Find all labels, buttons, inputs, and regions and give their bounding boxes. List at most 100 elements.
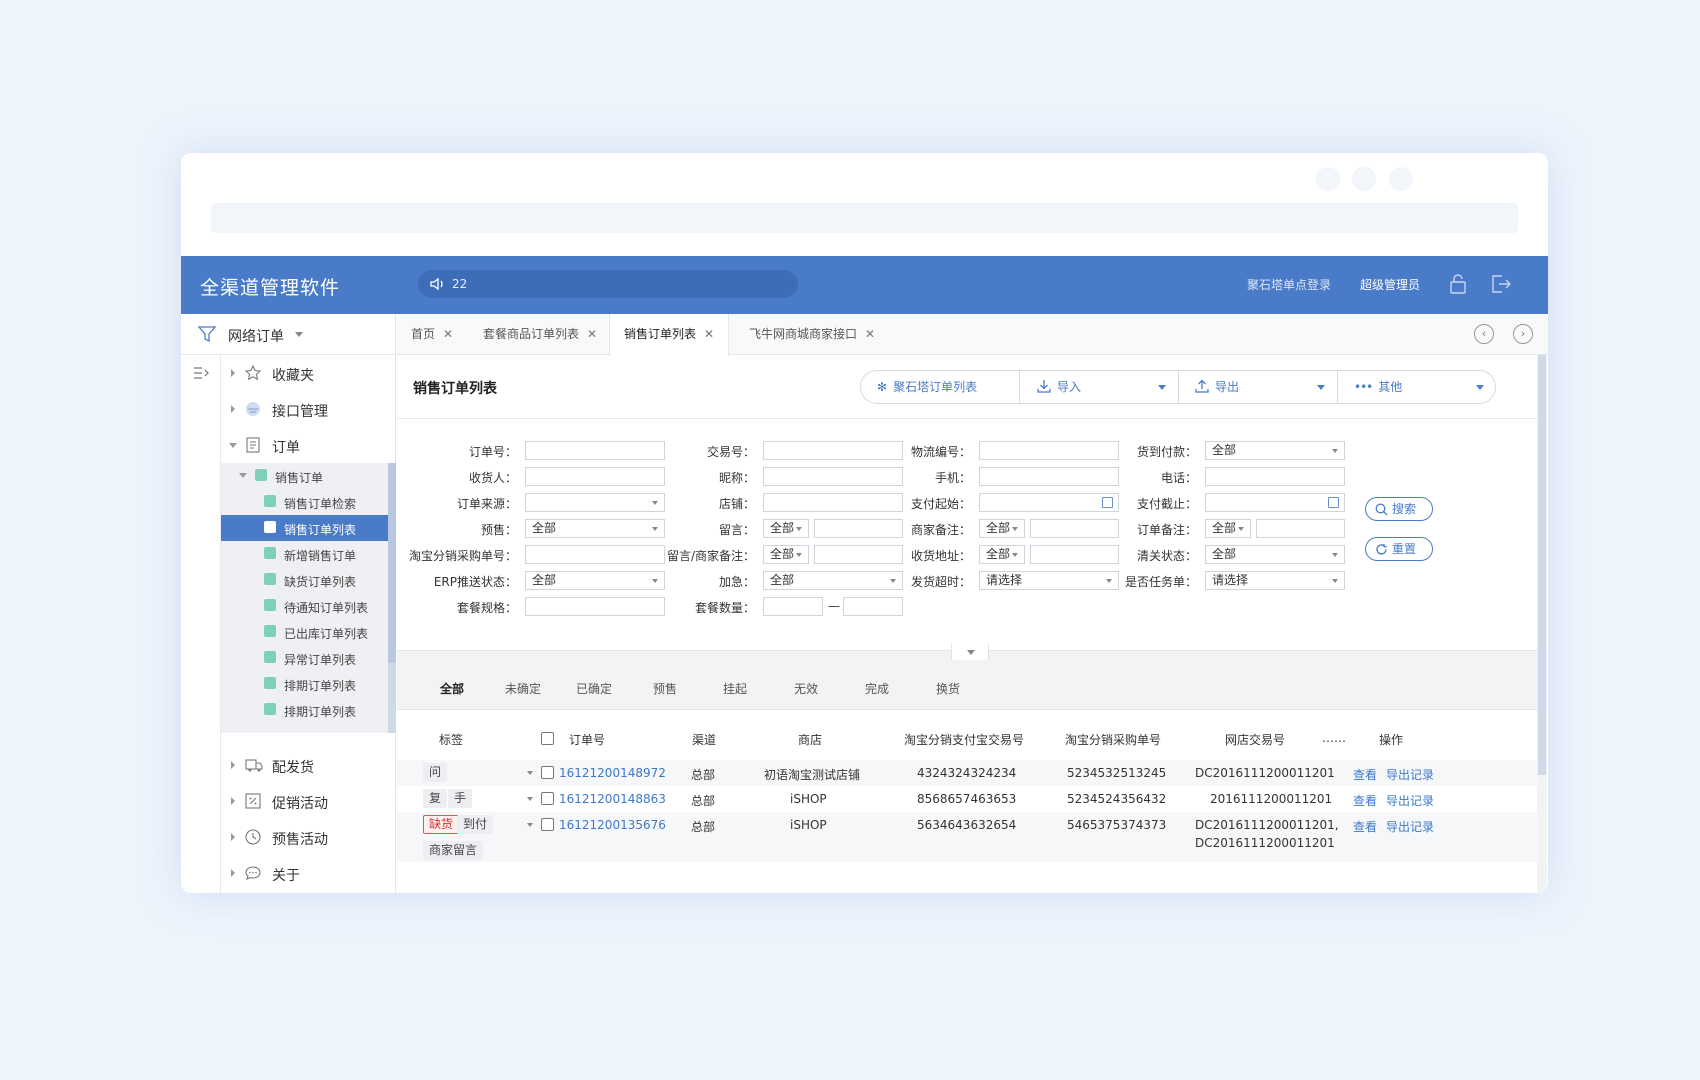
tab-feiniu-interface[interactable]: 飞牛网商城商家接口 ✕ [735, 314, 889, 355]
submenu-item[interactable]: 缺货订单列表 [221, 567, 388, 593]
submenu-item[interactable]: 异常订单列表 [221, 645, 388, 671]
view-link[interactable]: 查看 [1353, 794, 1378, 808]
lock-icon[interactable] [1449, 273, 1467, 295]
submenu-item-active[interactable]: 销售订单列表 [221, 515, 388, 541]
cod-select[interactable]: 全部 [1205, 441, 1345, 460]
submenu-item[interactable]: 新增销售订单 [221, 541, 388, 567]
row-checkbox[interactable] [541, 792, 554, 805]
status-tab[interactable]: 预售 [653, 682, 678, 696]
order-note-input[interactable] [1256, 519, 1345, 538]
menu-item-about[interactable]: 关于 [221, 855, 396, 891]
order-no-link[interactable]: 16121200135676 [559, 818, 666, 832]
view-link[interactable]: 查看 [1353, 820, 1378, 834]
menu-item-promotion[interactable]: 促销活动 [221, 783, 396, 819]
logout-icon[interactable] [1490, 273, 1512, 295]
tab-prev-icon[interactable]: ‹ [1474, 324, 1494, 344]
content-scrollbar[interactable] [1537, 355, 1547, 893]
merchant-note-select[interactable]: 全部 [979, 519, 1025, 538]
select-all-checkbox[interactable] [541, 732, 554, 745]
is-task-select[interactable]: 请选择 [1205, 571, 1345, 590]
close-icon[interactable]: ✕ [587, 327, 598, 341]
window-control[interactable] [1389, 167, 1413, 191]
trade-no-input[interactable] [763, 441, 903, 460]
more-columns[interactable]: …… [1322, 731, 1346, 745]
merchant-note-input[interactable] [1030, 519, 1119, 538]
chevron-down-icon[interactable] [1476, 385, 1484, 390]
logistics-no-input[interactable] [979, 441, 1119, 460]
order-note-select[interactable]: 全部 [1205, 519, 1251, 538]
reset-button[interactable]: 重置 [1365, 537, 1433, 561]
address-bar[interactable] [211, 203, 1518, 233]
receiver-input[interactable] [525, 467, 665, 486]
chevron-down-icon[interactable] [1158, 385, 1166, 390]
erp-status-select[interactable]: 全部 [525, 571, 665, 590]
jst-orders-button[interactable]: ✻ 聚石塔订单列表 [877, 371, 977, 403]
window-control[interactable] [1316, 167, 1340, 191]
close-icon[interactable]: ✕ [704, 327, 715, 341]
menu-item-interface[interactable]: 接口管理 [221, 391, 396, 427]
row-checkbox[interactable] [541, 818, 554, 831]
pay-end-date[interactable] [1205, 493, 1345, 512]
calendar-icon[interactable] [1102, 497, 1113, 508]
submenu-item[interactable]: 待通知订单列表 [221, 593, 388, 619]
customs-select[interactable]: 全部 [1205, 545, 1345, 564]
message-input[interactable] [814, 519, 903, 538]
import-button[interactable]: 导入 [1037, 371, 1081, 403]
presale-select[interactable]: 全部 [525, 519, 665, 538]
combo-qty-max-input[interactable] [843, 597, 903, 616]
nickname-input[interactable] [763, 467, 903, 486]
export-log-link[interactable]: 导出记录 [1386, 768, 1435, 782]
submenu-scrollbar[interactable] [388, 463, 396, 733]
close-icon[interactable]: ✕ [865, 327, 876, 341]
tab-home[interactable]: 首页 ✕ [397, 314, 467, 355]
status-tab[interactable]: 换货 [936, 682, 961, 696]
collapse-sidebar-icon[interactable] [193, 366, 209, 380]
sso-link[interactable]: 聚石塔单点登录 [1247, 278, 1332, 292]
row-checkbox[interactable] [541, 766, 554, 779]
sidebar-module-selector[interactable]: 网络订单 [181, 314, 395, 355]
chevron-down-icon[interactable] [1317, 385, 1325, 390]
view-link[interactable]: 查看 [1353, 768, 1378, 782]
tb-purchase-no-input[interactable] [525, 545, 665, 564]
ship-timeout-select[interactable]: 请选择 [979, 571, 1119, 590]
menu-item-presale[interactable]: 预售活动 [221, 819, 396, 855]
pay-start-date[interactable] [979, 493, 1119, 512]
urgent-select[interactable]: 全部 [763, 571, 903, 590]
msg-merchant-note-select[interactable]: 全部 [763, 545, 809, 564]
tab-sales-orders[interactable]: 销售订单列表 ✕ [609, 314, 730, 356]
submenu-item[interactable]: 排期订单列表 [221, 697, 388, 723]
address-input[interactable] [1030, 545, 1119, 564]
source-select[interactable] [525, 493, 665, 512]
menu-item-favorites[interactable]: 收藏夹 [221, 355, 396, 391]
notice-bar[interactable]: 22 [418, 270, 798, 298]
order-no-link[interactable]: 16121200148863 [559, 792, 666, 806]
submenu-item[interactable]: 已出库订单列表 [221, 619, 388, 645]
phone-input[interactable] [1205, 467, 1345, 486]
order-no-input[interactable] [525, 441, 665, 460]
export-log-link[interactable]: 导出记录 [1386, 794, 1435, 808]
status-tab[interactable]: 无效 [794, 682, 819, 696]
menu-item-shipping[interactable]: 配发货 [221, 747, 396, 783]
tab-next-icon[interactable]: › [1513, 324, 1533, 344]
export-log-link[interactable]: 导出记录 [1386, 820, 1435, 834]
window-control[interactable] [1352, 167, 1376, 191]
shop-input[interactable] [763, 493, 903, 512]
status-tab-all[interactable]: 全部 [440, 682, 465, 696]
combo-spec-input[interactable] [525, 597, 665, 616]
search-button[interactable]: 搜索 [1365, 497, 1433, 521]
chevron-down-icon[interactable] [527, 771, 533, 775]
calendar-icon[interactable] [1328, 497, 1339, 508]
other-button[interactable]: ••• 其他 [1354, 371, 1402, 403]
menu-item-orders[interactable]: 订单 [221, 427, 396, 463]
message-select[interactable]: 全部 [763, 519, 809, 538]
combo-qty-min-input[interactable] [763, 597, 823, 616]
submenu-item[interactable]: 排期订单列表 [221, 671, 388, 697]
table-row[interactable]: 缺货 到付 商家留言 16121200135676 总部 iSHOP 56346… [397, 812, 1537, 862]
status-tab[interactable]: 挂起 [723, 682, 748, 696]
order-no-link[interactable]: 16121200148972 [559, 766, 666, 780]
user-name[interactable]: 超级管理员 [1360, 278, 1421, 292]
table-row[interactable]: 复 手 16121200148863 总部 iSHOP 856865746365… [397, 786, 1537, 812]
chevron-down-icon[interactable] [527, 823, 533, 827]
status-tab[interactable]: 完成 [865, 682, 890, 696]
status-tab[interactable]: 已确定 [576, 682, 613, 696]
